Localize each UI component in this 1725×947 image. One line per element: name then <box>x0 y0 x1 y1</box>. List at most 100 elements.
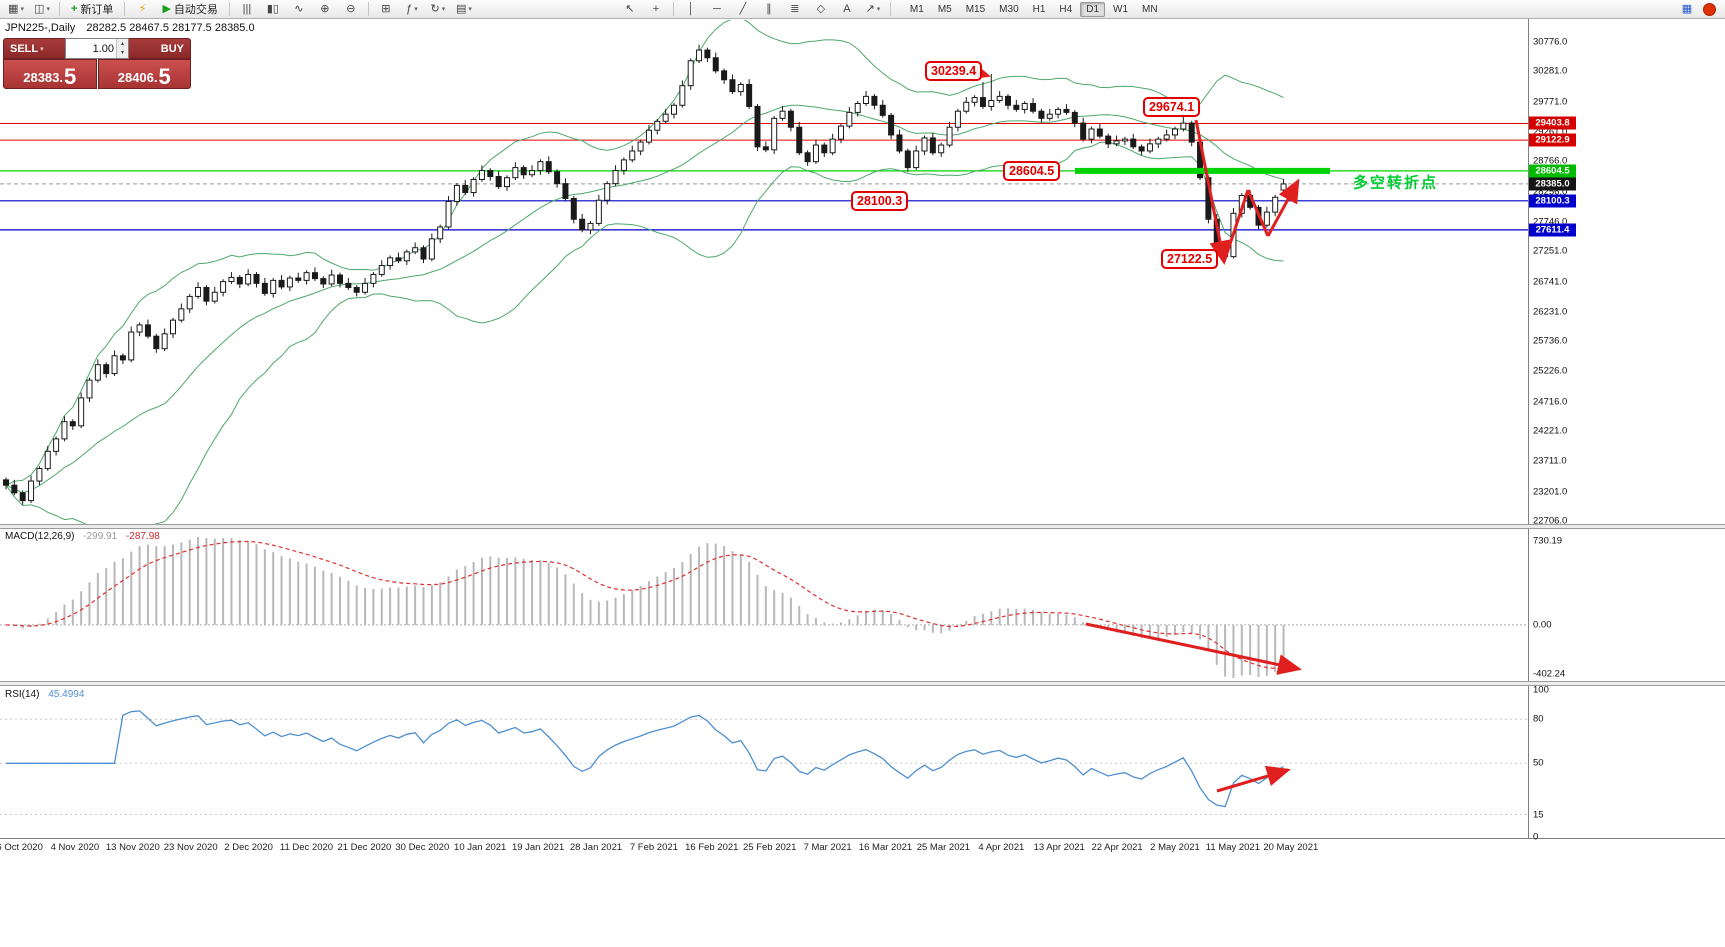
periods-button[interactable]: ↻ ▾ <box>426 0 450 18</box>
candle[interactable] <box>1030 98 1037 114</box>
candle[interactable] <box>604 181 611 205</box>
candle[interactable] <box>963 96 970 114</box>
candle[interactable] <box>470 177 477 197</box>
candle[interactable] <box>261 278 268 296</box>
panel-divider[interactable] <box>0 681 1725 686</box>
candle[interactable] <box>954 108 961 132</box>
candle[interactable] <box>1046 108 1053 121</box>
timeframe-button-m15[interactable]: M15 <box>965 3 986 15</box>
candle[interactable] <box>988 73 995 111</box>
candle[interactable] <box>278 275 285 290</box>
candle[interactable] <box>94 359 101 383</box>
candle[interactable] <box>211 286 218 304</box>
new-chart-button[interactable]: ▦ ▾ <box>4 0 28 18</box>
timeframe-button-m30[interactable]: M30 <box>999 3 1019 15</box>
candle[interactable] <box>1063 104 1070 115</box>
candle[interactable] <box>696 44 703 64</box>
timeframe-button-mn[interactable]: MN <box>1142 3 1158 15</box>
bar-chart-mode-button[interactable]: ||| <box>235 0 259 18</box>
candle[interactable] <box>979 82 986 109</box>
candle[interactable] <box>1272 194 1279 217</box>
candle[interactable] <box>938 142 945 157</box>
timeframe-button-w1[interactable]: W1 <box>1113 3 1129 15</box>
candle[interactable] <box>220 279 227 297</box>
price-callout[interactable]: 30239.4 <box>925 61 983 81</box>
candle[interactable] <box>1263 206 1270 228</box>
candle[interactable] <box>1146 138 1153 154</box>
candle[interactable] <box>520 165 527 179</box>
candle[interactable] <box>170 317 176 338</box>
horizontal-line-tool-button[interactable]: ─ <box>705 0 729 18</box>
candle[interactable] <box>1080 117 1087 142</box>
candle[interactable] <box>1155 136 1162 149</box>
candle[interactable] <box>879 99 886 118</box>
candle[interactable] <box>838 123 844 144</box>
candle[interactable] <box>495 171 502 189</box>
candle[interactable] <box>453 183 460 206</box>
timeframe-button-h1[interactable]: H1 <box>1032 3 1046 15</box>
candle[interactable] <box>863 91 870 106</box>
price-callout[interactable]: 28100.3 <box>851 191 909 211</box>
candle[interactable] <box>645 124 652 145</box>
candle[interactable] <box>161 328 168 352</box>
candle[interactable] <box>595 194 602 226</box>
fibonacci-tool-button[interactable]: ≣ <box>783 0 807 18</box>
candles-layer[interactable] <box>3 44 1287 505</box>
candle[interactable] <box>1188 120 1195 147</box>
candle[interactable] <box>704 47 711 62</box>
candle[interactable] <box>69 419 76 430</box>
candle[interactable] <box>896 129 903 154</box>
candle[interactable] <box>3 477 9 490</box>
timeframe-button-m1[interactable]: M1 <box>909 3 924 15</box>
candle[interactable] <box>721 68 728 84</box>
candle[interactable] <box>36 466 43 486</box>
cursor-tool-button[interactable]: ↖ <box>618 0 642 18</box>
candle[interactable] <box>921 135 928 156</box>
turning-point-note[interactable]: 多空转折点 <box>1353 174 1439 192</box>
profiles-button[interactable]: ◫ ▾ <box>30 0 54 18</box>
rsi-arrow[interactable] <box>1216 765 1291 793</box>
candle[interactable] <box>337 272 343 288</box>
candle[interactable] <box>86 377 93 403</box>
candle[interactable] <box>245 269 252 287</box>
candle[interactable] <box>286 275 293 292</box>
candle[interactable] <box>111 350 118 376</box>
candle[interactable] <box>136 322 143 337</box>
candle[interactable] <box>1130 133 1137 150</box>
candle[interactable] <box>629 145 636 163</box>
candle[interactable] <box>153 333 160 353</box>
candle[interactable] <box>1113 135 1120 147</box>
candle[interactable] <box>462 180 469 195</box>
price-callout[interactable]: 27122.5 <box>1161 249 1219 269</box>
candle[interactable] <box>662 108 669 124</box>
candle[interactable] <box>637 139 644 156</box>
candle[interactable] <box>971 95 978 107</box>
candle[interactable] <box>1105 133 1112 149</box>
candle[interactable] <box>144 319 151 339</box>
candle[interactable] <box>512 162 519 181</box>
candle[interactable] <box>1071 110 1078 128</box>
candle[interactable] <box>554 169 561 188</box>
mql-wizard-button[interactable]: ⚡ <box>130 0 154 18</box>
candle[interactable] <box>186 294 193 314</box>
candle[interactable] <box>303 270 310 285</box>
candle[interactable] <box>445 196 452 230</box>
timeframe-button-d1[interactable]: D1 <box>1080 1 1106 17</box>
timeframe-button-m5[interactable]: M5 <box>937 3 952 15</box>
candle[interactable] <box>19 490 26 505</box>
notification-icon[interactable] <box>1703 2 1716 16</box>
candle[interactable] <box>28 475 35 503</box>
candle[interactable] <box>654 118 661 135</box>
candle[interactable] <box>128 326 135 363</box>
candle[interactable] <box>1121 136 1128 146</box>
candle[interactable] <box>178 303 185 323</box>
candle[interactable] <box>270 278 277 298</box>
auto-trading-button[interactable]: ▶ 自动交易 <box>156 0 223 18</box>
price-callout[interactable]: 29674.1 <box>1143 97 1201 117</box>
candle[interactable] <box>1138 144 1145 156</box>
candle[interactable] <box>1013 99 1020 112</box>
new-order-button[interactable]: + 新订单 <box>65 0 119 18</box>
candle[interactable] <box>729 74 736 94</box>
candle[interactable] <box>787 108 794 132</box>
